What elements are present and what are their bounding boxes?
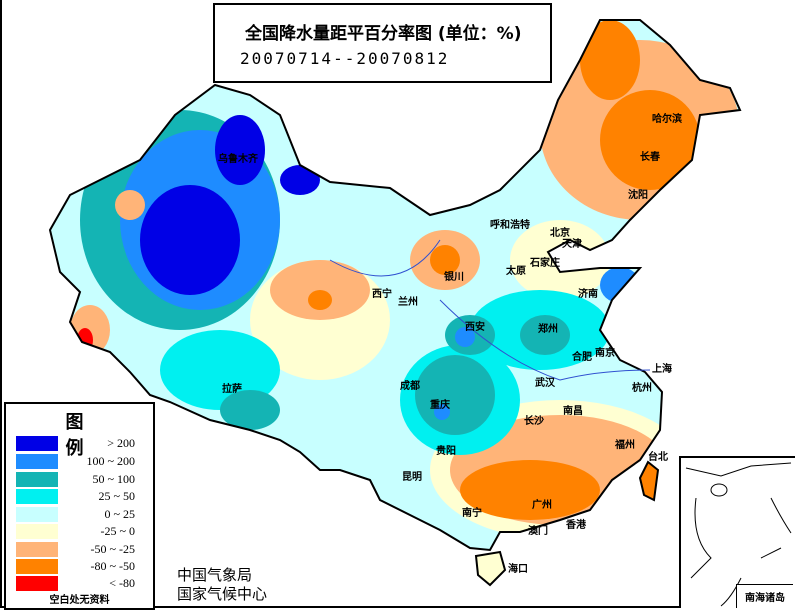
city-label: 银川 (444, 270, 464, 283)
legend-item: < -80 (14, 576, 149, 592)
city-label: 福州 (614, 438, 635, 451)
city-label: 南宁 (462, 506, 482, 519)
city-label: 兰州 (398, 295, 418, 308)
legend-label: -80 ~ -50 (90, 559, 135, 573)
hainan-island (474, 550, 507, 587)
legend: 图 例 > 200 100 ~ 200 50 ~ 100 25 ~ 50 0 ~… (4, 402, 155, 610)
city-label: 成都 (400, 379, 420, 392)
city-label: 台北 (648, 450, 668, 463)
legend-label: 50 ~ 100 (92, 472, 136, 486)
city-label: 杭州 (632, 381, 652, 394)
organization: 中国气象局 国家气候中心 (177, 566, 267, 604)
legend-item: 100 ~ 200 (14, 454, 149, 470)
city-label: 天津 (562, 237, 582, 250)
city-label: 长春 (640, 150, 660, 163)
org-line-1: 中国气象局 (177, 566, 253, 584)
city-label: 石家庄 (529, 256, 560, 269)
south-china-sea-inset: 南海诸岛 (679, 456, 795, 608)
legend-note: 空白处无资料 (49, 595, 110, 606)
legend-item: -25 ~ 0 (14, 524, 149, 540)
city-label: 哈尔滨 (652, 112, 682, 125)
city-label: 澳门 (528, 524, 548, 537)
taiwan-island (638, 460, 660, 502)
legend-swatch (16, 576, 58, 591)
legend-item: 0 ~ 25 (14, 507, 149, 523)
city-label: 南京 (595, 346, 615, 359)
city-label: 济南 (578, 287, 598, 300)
legend-item: -50 ~ -25 (14, 542, 149, 558)
legend-label: 25 ~ 50 (98, 489, 136, 503)
city-label: 昆明 (402, 471, 422, 483)
city-label: 贵阳 (436, 444, 456, 457)
city-label: 太原 (505, 264, 526, 277)
legend-item: 25 ~ 50 (14, 489, 149, 505)
legend-swatch (16, 472, 58, 487)
city-label: 拉萨 (222, 382, 242, 395)
legend-label: -25 ~ 0 (100, 524, 136, 538)
map-title: 全国降水量距平百分率图 (单位：%) (245, 24, 522, 44)
city-label: 合肥 (571, 350, 592, 363)
legend-label: 0 ~ 25 (104, 507, 136, 521)
city-label: 上海 (652, 362, 672, 375)
date-range: 20070714--20070812 (240, 49, 450, 68)
city-label: 沈阳 (628, 188, 648, 201)
legend-swatch (16, 436, 58, 451)
city-labels: 乌鲁木齐 呼和浩特 北京 天津 石家庄 太原 济南 银川 兰州 西宁 西安 郑州… (218, 112, 682, 575)
city-label: 重庆 (430, 398, 450, 411)
legend-label: -50 ~ -25 (90, 542, 135, 556)
legend-label: > 200 (107, 436, 135, 450)
inset-label: 南海诸岛 (736, 584, 793, 608)
inset-map (685, 462, 792, 607)
city-label: 广州 (532, 498, 552, 511)
legend-item: 50 ~ 100 (14, 472, 149, 488)
city-label: 西宁 (372, 287, 392, 300)
legend-item: -80 ~ -50 (14, 559, 149, 575)
legend-swatch (16, 542, 58, 557)
legend-swatch (16, 507, 58, 522)
legend-swatch (16, 524, 58, 539)
city-label: 南昌 (563, 404, 583, 417)
org-line-2: 国家气候中心 (177, 585, 268, 603)
city-label: 香港 (566, 518, 587, 531)
city-label: 海口 (508, 562, 528, 575)
city-label: 郑州 (538, 322, 558, 335)
rivers (329, 239, 651, 381)
legend-swatch (16, 454, 58, 469)
legend-title: 图 例 (65, 412, 114, 459)
city-label: 呼和浩特 (490, 218, 530, 231)
legend-label: < -80 (109, 576, 135, 590)
city-label: 北京 (550, 226, 570, 239)
city-label: 西安 (465, 320, 485, 333)
city-label: 乌鲁木齐 (218, 152, 259, 165)
title-box: 全国降水量距平百分率图 (单位：%) 20070714--20070812 (213, 3, 552, 83)
legend-swatch (16, 489, 58, 504)
city-label: 武汉 (535, 376, 556, 389)
legend-item: > 200 (14, 436, 149, 452)
legend-swatch (16, 559, 58, 574)
legend-label: 100 ~ 200 (86, 454, 136, 468)
city-label: 长沙 (524, 414, 544, 427)
